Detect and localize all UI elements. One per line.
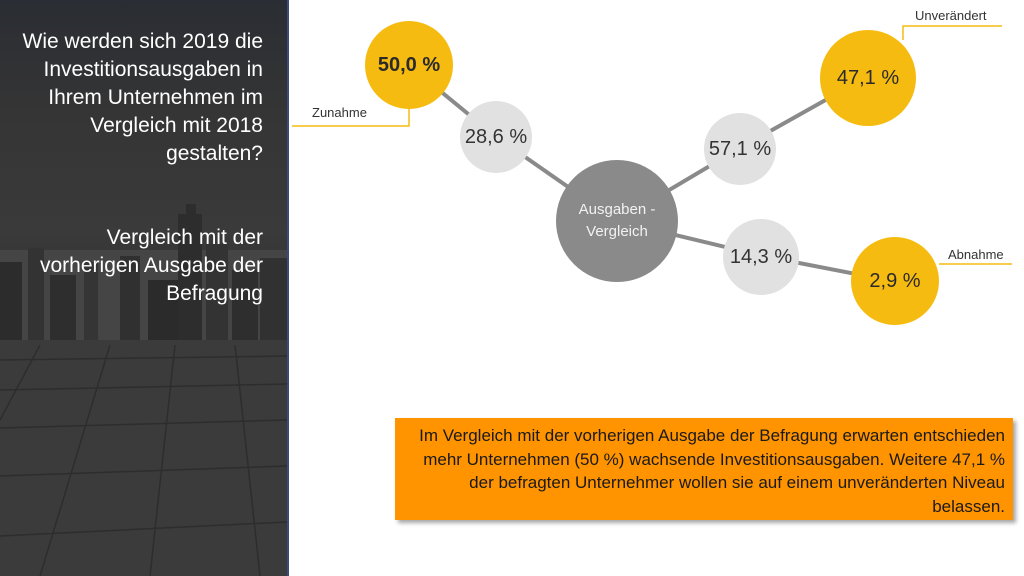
- zunahme-current-bubble: 50,0 %: [365, 21, 453, 109]
- unveraendert-previous-bubble: 57,1 %: [704, 113, 776, 185]
- center-label: Ausgaben - Vergleich: [578, 201, 656, 240]
- zunahme-label: Zunahme: [312, 105, 367, 120]
- leader-unveraendert: [902, 25, 1002, 40]
- background-panel: Wie werden sich 2019 die Investitionsaus…: [0, 0, 289, 576]
- abnahme-previous-value: 14,3 %: [729, 245, 793, 268]
- unveraendert-label: Unverändert: [915, 8, 987, 23]
- comparison-subtitle: Vergleich mit der vorherigen Ausgabe der…: [40, 226, 263, 305]
- abnahme-current-value: 2,9 %: [869, 269, 921, 292]
- survey-question: Wie werden sich 2019 die Investitionsaus…: [22, 30, 263, 165]
- city-skyline-image: [0, 204, 287, 576]
- unveraendert-current-value: 47,1 %: [836, 66, 900, 89]
- abnahme-current-bubble: 2,9 %: [851, 237, 939, 325]
- center-node: Ausgaben - Vergleich: [556, 160, 678, 282]
- zunahme-current-value: 50,0 %: [377, 53, 441, 76]
- abnahme-previous-bubble: 14,3 %: [723, 219, 799, 295]
- zunahme-previous-bubble: 28,6 %: [460, 101, 532, 173]
- unveraendert-current-bubble: 47,1 %: [820, 30, 916, 126]
- unveraendert-previous-value: 57,1 %: [708, 137, 772, 160]
- leader-zunahme: [292, 105, 410, 127]
- zunahme-previous-value: 28,6 %: [464, 125, 528, 148]
- abnahme-label: Abnahme: [948, 247, 1004, 262]
- summary-callout: Im Vergleich mit der vorherigen Ausgabe …: [395, 418, 1013, 520]
